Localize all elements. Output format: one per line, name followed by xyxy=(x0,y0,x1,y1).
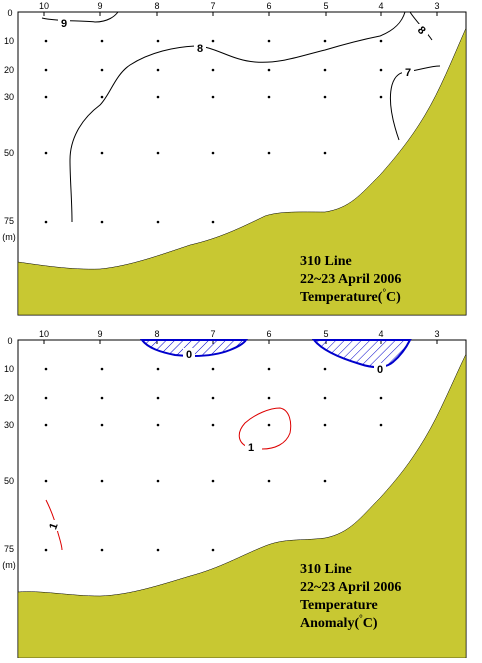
station-ticks xyxy=(43,12,438,16)
station-label: 10 xyxy=(39,329,49,339)
temperature-section-panel: 10 9 8 7 6 5 4 3 0 10 20 30 50 75 (m) 9 … xyxy=(2,1,467,316)
depth-label: 20 xyxy=(4,65,14,75)
depth-label: 0 xyxy=(7,8,12,18)
depth-label: 50 xyxy=(4,148,14,158)
station-label: 9 xyxy=(97,329,102,339)
seabed-land xyxy=(17,353,467,658)
sample-points xyxy=(44,39,383,224)
depth-label: 0 xyxy=(7,336,12,346)
station-label: 6 xyxy=(266,1,271,11)
variable-label: Temperature xyxy=(300,598,378,613)
depth-unit-label: (m) xyxy=(2,232,16,242)
station-label: 8 xyxy=(154,329,159,339)
depth-unit-label: (m) xyxy=(2,560,16,570)
contour-label: 1 xyxy=(47,521,60,531)
temperature-anomaly-panel: 10 9 8 7 6 5 4 3 0 10 20 30 50 75 (m) 0 … xyxy=(2,329,467,658)
section-title: 310 Line xyxy=(300,562,352,577)
variable-label: Temperature(°C) xyxy=(300,287,401,305)
date-label: 22~23 April 2006 xyxy=(300,272,401,287)
depth-label: 20 xyxy=(4,393,14,403)
station-label: 10 xyxy=(39,1,49,11)
positive-anomaly-contours xyxy=(45,407,292,551)
station-label: 5 xyxy=(323,1,328,11)
station-label: 9 xyxy=(97,1,102,11)
station-label: 3 xyxy=(434,329,439,339)
contour-label: 0 xyxy=(377,364,383,376)
station-label: 3 xyxy=(434,1,439,11)
depth-label: 75 xyxy=(4,544,14,554)
section-title: 310 Line xyxy=(300,254,352,269)
station-label: 6 xyxy=(266,329,271,339)
station-label: 7 xyxy=(210,329,215,339)
contour-label: 1 xyxy=(248,442,254,454)
depth-label: 30 xyxy=(4,92,14,102)
depth-label: 75 xyxy=(4,216,14,226)
station-label: 7 xyxy=(210,1,215,11)
contour-label: 0 xyxy=(186,349,192,361)
depth-label: 10 xyxy=(4,36,14,46)
contour-label: 7 xyxy=(405,67,411,79)
depth-label: 30 xyxy=(4,420,14,430)
station-label: 4 xyxy=(378,1,383,11)
station-label: 5 xyxy=(323,329,328,339)
depth-label: 10 xyxy=(4,364,14,374)
date-label: 22~23 April 2006 xyxy=(300,580,401,595)
station-label: 4 xyxy=(378,329,383,339)
seabed-land xyxy=(17,27,467,316)
station-label: 8 xyxy=(154,1,159,11)
negative-anomaly-area xyxy=(139,339,248,357)
contour-label: 8 xyxy=(197,43,203,55)
contour-label: 9 xyxy=(61,18,67,30)
variable-label: Anomaly(°C) xyxy=(300,613,378,631)
depth-label: 50 xyxy=(4,476,14,486)
